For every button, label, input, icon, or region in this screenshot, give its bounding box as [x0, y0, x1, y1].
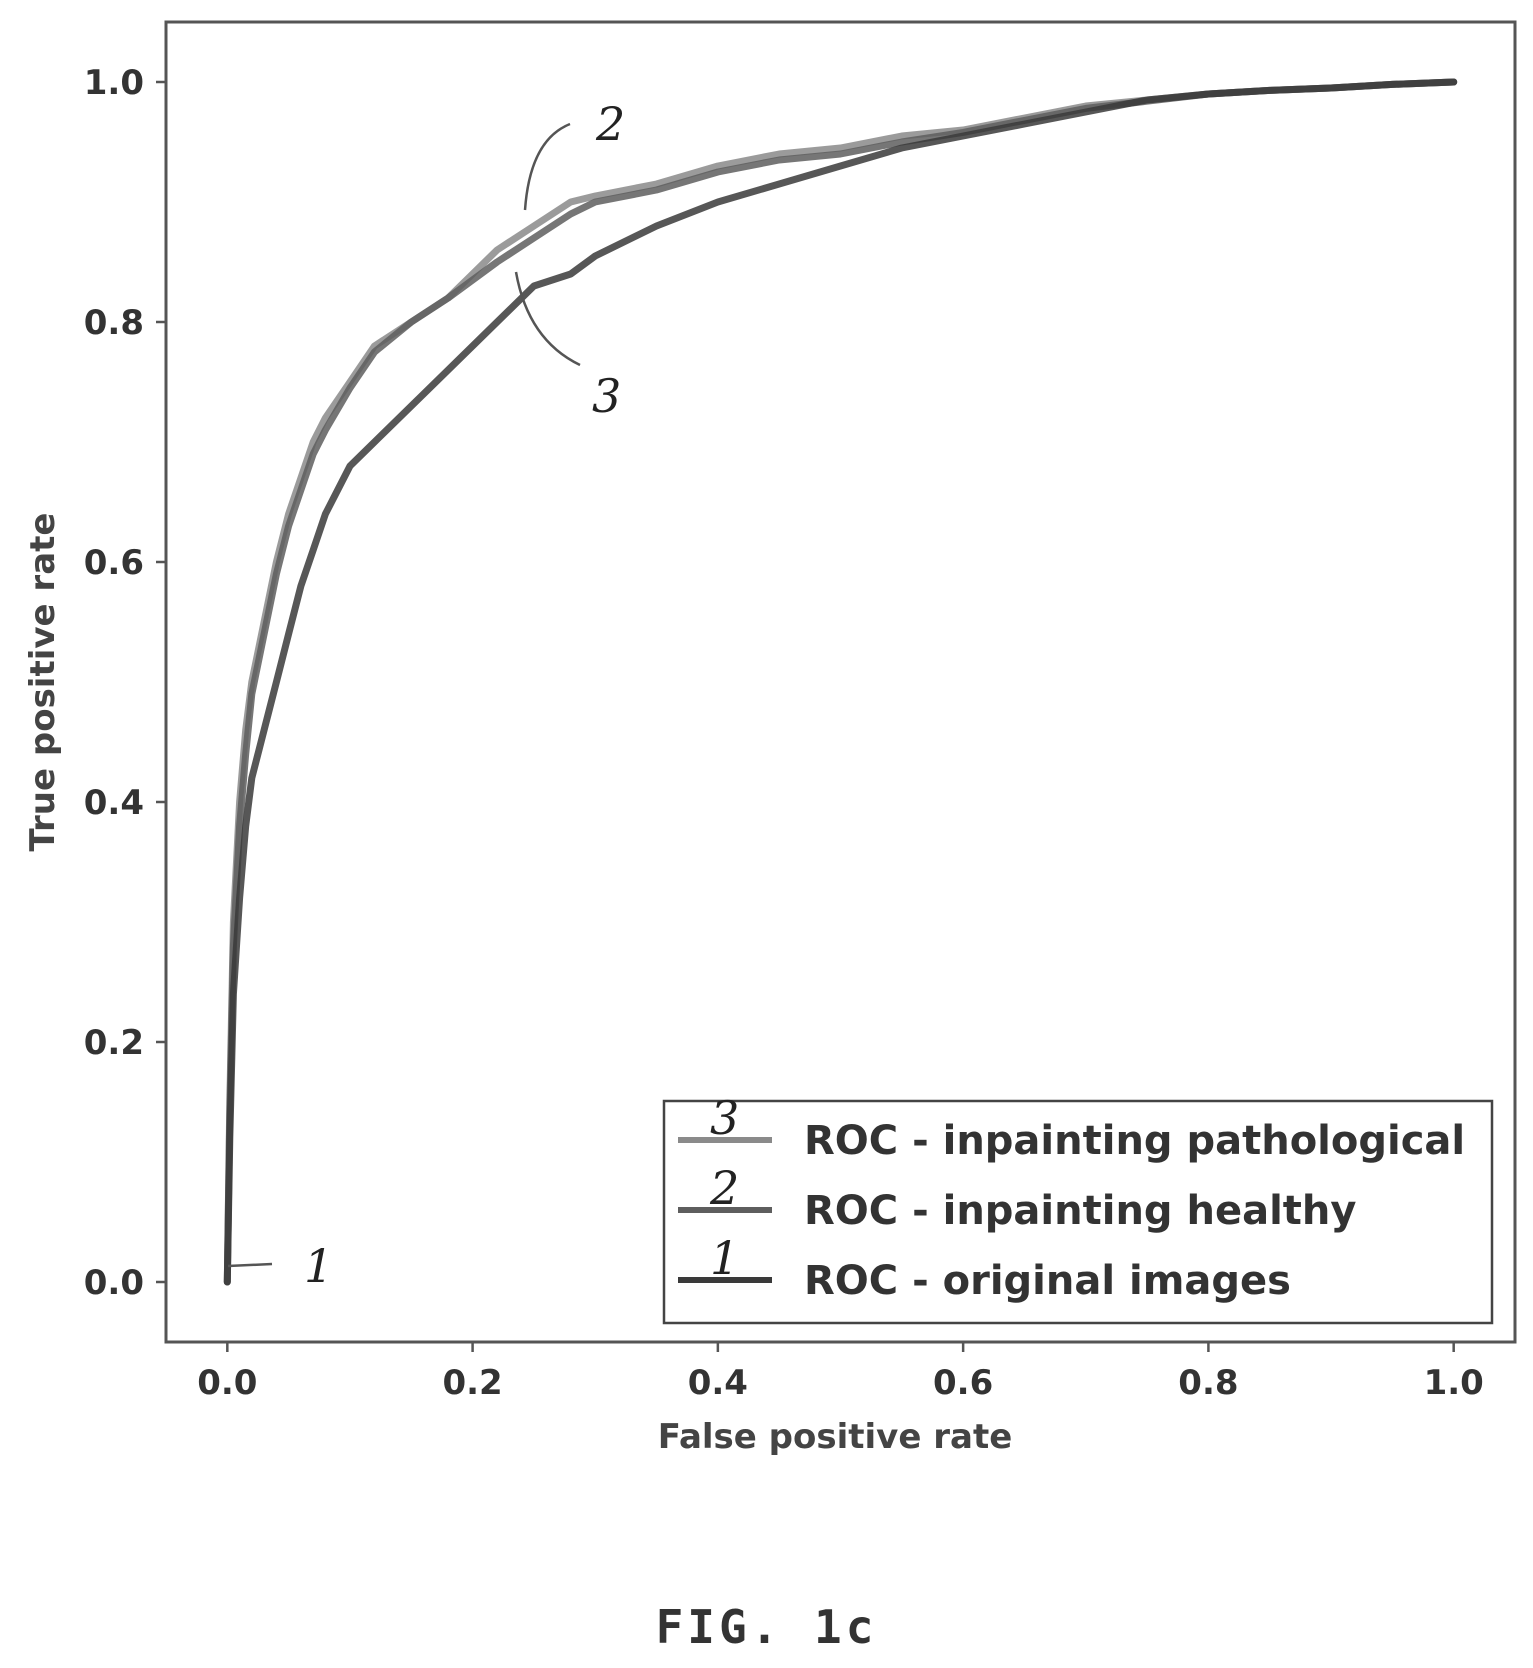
legend-label-3: ROC - inpainting pathological	[804, 1118, 1465, 1164]
annotation-leader-1	[227, 1262, 273, 1268]
annotation-marker-2: 2	[595, 97, 625, 151]
x-tick-label: 0.4	[688, 1363, 748, 1403]
series-lines	[223, 78, 1458, 1286]
y-tick-label: 0.0	[84, 1263, 144, 1303]
legend-box	[662, 1099, 1494, 1325]
legend-entries: 3 ROC - inpainting pathological 2 ROC - inp…	[678, 1091, 1465, 1304]
annotation-marker-3: 3	[592, 369, 621, 423]
y-axis-ticks: 0.0 0.2 0.4 0.6 0.8 1.0	[84, 63, 166, 1303]
legend-label-1: ROC - original images	[804, 1258, 1291, 1304]
x-axis-ticks: 0.0 0.2 0.4 0.6 0.8 1.0	[197, 1342, 1484, 1403]
legend-marker-3: 3	[710, 1091, 739, 1145]
annotation-leader-3	[514, 271, 581, 367]
y-axis-label: True positive rate	[23, 513, 63, 852]
annotation-leader-2	[523, 122, 571, 211]
y-tick-label: 0.6	[84, 543, 144, 583]
x-tick-label: 0.6	[933, 1363, 993, 1403]
legend-marker-2: 2	[709, 1161, 739, 1215]
legend-label-2: ROC - inpainting healthy	[804, 1188, 1356, 1234]
figure-caption: FIG. 1c	[655, 1600, 878, 1654]
x-tick-label: 0.2	[442, 1363, 502, 1403]
legend-marker-1: 1	[710, 1231, 739, 1285]
x-axis-label: False positive rate	[658, 1417, 1013, 1457]
y-tick-label: 0.8	[84, 303, 144, 343]
legend: 3 ROC - inpainting pathological 2 ROC - inp…	[662, 1091, 1494, 1325]
x-tick-label: 1.0	[1424, 1363, 1484, 1403]
x-tick-label: 0.8	[1178, 1363, 1238, 1403]
series-line-1	[223, 78, 1458, 1286]
y-tick-label: 0.4	[84, 783, 144, 823]
y-tick-label: 1.0	[84, 63, 144, 103]
y-tick-label: 0.2	[84, 1023, 144, 1063]
x-tick-label: 0.0	[197, 1363, 257, 1403]
annotation-marker-1: 1	[304, 1239, 333, 1293]
plot-frame	[164, 20, 1517, 1344]
